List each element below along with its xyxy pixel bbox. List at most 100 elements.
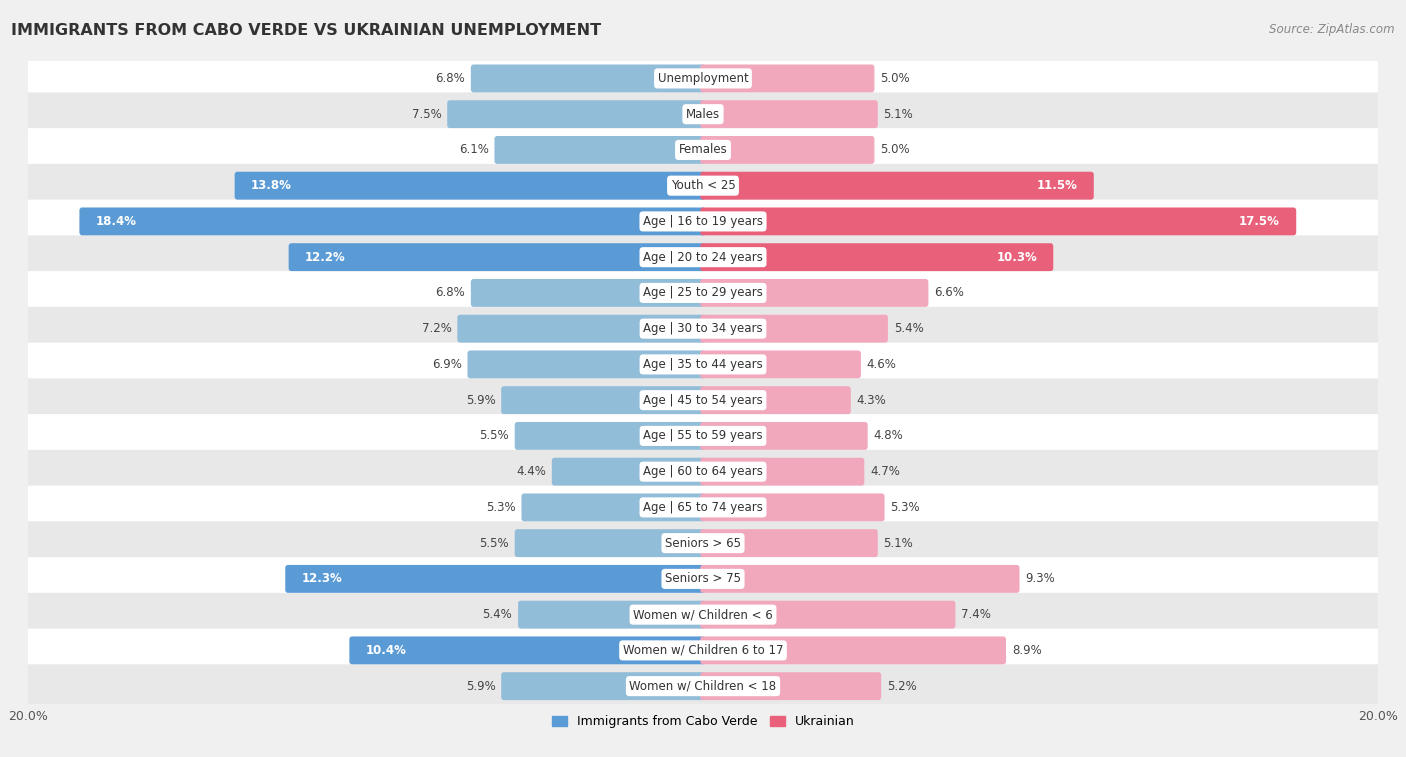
Legend: Immigrants from Cabo Verde, Ukrainian: Immigrants from Cabo Verde, Ukrainian	[547, 710, 859, 733]
Text: 4.4%: 4.4%	[516, 465, 546, 478]
FancyBboxPatch shape	[24, 557, 1382, 601]
Text: 13.8%: 13.8%	[250, 179, 291, 192]
Text: 5.4%: 5.4%	[894, 322, 924, 335]
Text: 7.4%: 7.4%	[962, 608, 991, 621]
Text: 5.5%: 5.5%	[479, 429, 509, 442]
FancyBboxPatch shape	[700, 100, 877, 128]
FancyBboxPatch shape	[235, 172, 706, 200]
Text: Age | 60 to 64 years: Age | 60 to 64 years	[643, 465, 763, 478]
FancyBboxPatch shape	[467, 350, 706, 378]
FancyBboxPatch shape	[700, 64, 875, 92]
Text: 18.4%: 18.4%	[96, 215, 136, 228]
Text: Seniors > 65: Seniors > 65	[665, 537, 741, 550]
Text: 10.4%: 10.4%	[366, 644, 406, 657]
FancyBboxPatch shape	[501, 386, 706, 414]
FancyBboxPatch shape	[700, 279, 928, 307]
Text: Age | 16 to 19 years: Age | 16 to 19 years	[643, 215, 763, 228]
FancyBboxPatch shape	[24, 628, 1382, 672]
FancyBboxPatch shape	[24, 414, 1382, 458]
FancyBboxPatch shape	[700, 601, 956, 628]
Text: 8.9%: 8.9%	[1012, 644, 1042, 657]
FancyBboxPatch shape	[700, 565, 1019, 593]
FancyBboxPatch shape	[457, 315, 706, 343]
FancyBboxPatch shape	[285, 565, 706, 593]
FancyBboxPatch shape	[24, 485, 1382, 529]
FancyBboxPatch shape	[700, 386, 851, 414]
FancyBboxPatch shape	[471, 64, 706, 92]
Text: 5.1%: 5.1%	[883, 537, 914, 550]
FancyBboxPatch shape	[700, 637, 1007, 665]
Text: 5.9%: 5.9%	[465, 680, 495, 693]
Text: Women w/ Children < 18: Women w/ Children < 18	[630, 680, 776, 693]
FancyBboxPatch shape	[24, 235, 1382, 279]
FancyBboxPatch shape	[24, 164, 1382, 207]
FancyBboxPatch shape	[700, 458, 865, 485]
Text: 12.2%: 12.2%	[305, 251, 346, 263]
Text: 6.9%: 6.9%	[432, 358, 461, 371]
Text: 4.3%: 4.3%	[856, 394, 886, 407]
FancyBboxPatch shape	[495, 136, 706, 164]
FancyBboxPatch shape	[24, 378, 1382, 422]
FancyBboxPatch shape	[501, 672, 706, 700]
Text: 5.5%: 5.5%	[479, 537, 509, 550]
Text: Age | 45 to 54 years: Age | 45 to 54 years	[643, 394, 763, 407]
Text: Source: ZipAtlas.com: Source: ZipAtlas.com	[1270, 23, 1395, 36]
Text: 6.1%: 6.1%	[458, 143, 489, 157]
FancyBboxPatch shape	[700, 350, 860, 378]
Text: Seniors > 75: Seniors > 75	[665, 572, 741, 585]
FancyBboxPatch shape	[24, 128, 1382, 172]
Text: Age | 25 to 29 years: Age | 25 to 29 years	[643, 286, 763, 300]
Text: 5.3%: 5.3%	[486, 501, 516, 514]
Text: Age | 65 to 74 years: Age | 65 to 74 years	[643, 501, 763, 514]
FancyBboxPatch shape	[24, 450, 1382, 494]
FancyBboxPatch shape	[551, 458, 706, 485]
FancyBboxPatch shape	[700, 136, 875, 164]
FancyBboxPatch shape	[24, 92, 1382, 136]
FancyBboxPatch shape	[700, 672, 882, 700]
FancyBboxPatch shape	[24, 593, 1382, 637]
Text: Age | 20 to 24 years: Age | 20 to 24 years	[643, 251, 763, 263]
Text: Women w/ Children 6 to 17: Women w/ Children 6 to 17	[623, 644, 783, 657]
FancyBboxPatch shape	[700, 529, 877, 557]
Text: Youth < 25: Youth < 25	[671, 179, 735, 192]
Text: 5.0%: 5.0%	[880, 72, 910, 85]
Text: 10.3%: 10.3%	[997, 251, 1038, 263]
FancyBboxPatch shape	[24, 57, 1382, 100]
Text: 6.6%: 6.6%	[934, 286, 965, 300]
Text: 6.8%: 6.8%	[436, 286, 465, 300]
Text: 5.0%: 5.0%	[880, 143, 910, 157]
FancyBboxPatch shape	[700, 494, 884, 522]
FancyBboxPatch shape	[24, 307, 1382, 350]
FancyBboxPatch shape	[517, 601, 706, 628]
FancyBboxPatch shape	[515, 422, 706, 450]
FancyBboxPatch shape	[24, 200, 1382, 243]
FancyBboxPatch shape	[24, 522, 1382, 565]
Text: 9.3%: 9.3%	[1025, 572, 1054, 585]
Text: 7.5%: 7.5%	[412, 107, 441, 120]
FancyBboxPatch shape	[447, 100, 706, 128]
Text: Age | 30 to 34 years: Age | 30 to 34 years	[643, 322, 763, 335]
Text: Age | 55 to 59 years: Age | 55 to 59 years	[643, 429, 763, 442]
Text: 12.3%: 12.3%	[301, 572, 342, 585]
FancyBboxPatch shape	[24, 343, 1382, 386]
FancyBboxPatch shape	[24, 271, 1382, 315]
Text: 7.2%: 7.2%	[422, 322, 451, 335]
FancyBboxPatch shape	[700, 172, 1094, 200]
Text: 5.3%: 5.3%	[890, 501, 920, 514]
Text: 6.8%: 6.8%	[436, 72, 465, 85]
Text: Women w/ Children < 6: Women w/ Children < 6	[633, 608, 773, 621]
Text: 17.5%: 17.5%	[1239, 215, 1279, 228]
Text: 5.4%: 5.4%	[482, 608, 512, 621]
FancyBboxPatch shape	[700, 243, 1053, 271]
FancyBboxPatch shape	[288, 243, 706, 271]
Text: 4.7%: 4.7%	[870, 465, 900, 478]
Text: 5.1%: 5.1%	[883, 107, 914, 120]
FancyBboxPatch shape	[471, 279, 706, 307]
FancyBboxPatch shape	[522, 494, 706, 522]
FancyBboxPatch shape	[24, 665, 1382, 708]
FancyBboxPatch shape	[700, 207, 1296, 235]
Text: Females: Females	[679, 143, 727, 157]
FancyBboxPatch shape	[349, 637, 706, 665]
Text: 5.9%: 5.9%	[465, 394, 495, 407]
Text: 4.6%: 4.6%	[866, 358, 897, 371]
